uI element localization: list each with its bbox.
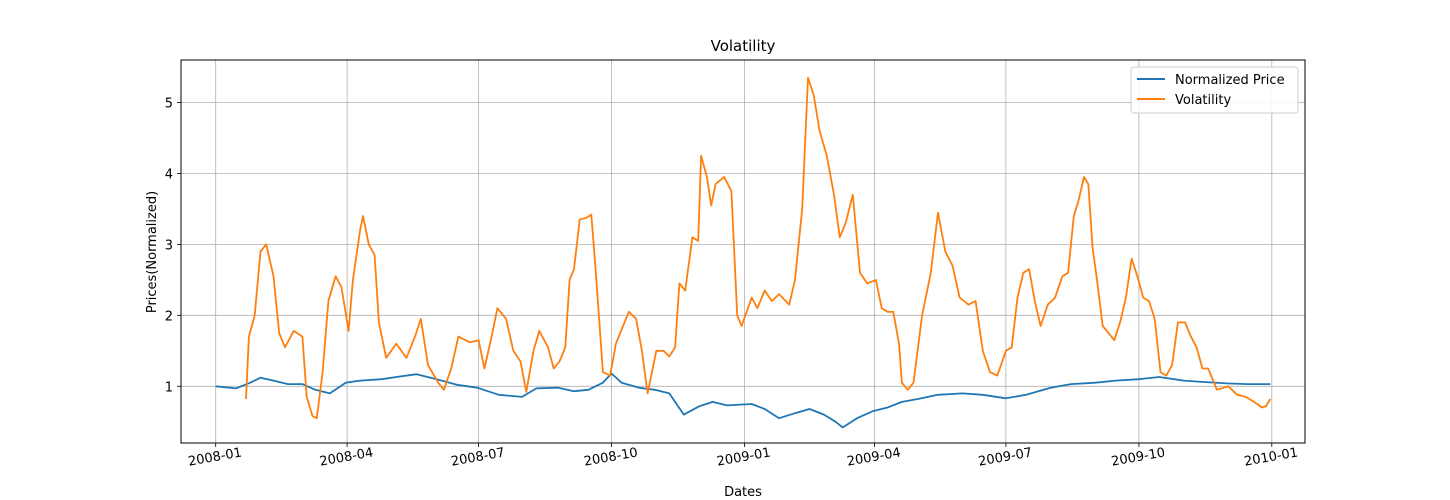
- plot-frame: [180, 59, 1306, 444]
- y-tick-label: 3: [165, 238, 173, 253]
- chart-title: Volatility: [711, 37, 776, 55]
- grid: [181, 60, 1305, 443]
- x-axis: 2008-01 2008-04 2008-07 2008-10 2009-01 2009-…: [187, 443, 1299, 470]
- series-layer: [215, 76, 1272, 429]
- y-tick-label: 5: [165, 97, 173, 112]
- y-tick-label: 4: [165, 168, 173, 183]
- legend: Normalized Price Volatility: [1130, 66, 1299, 114]
- series-line-volatility: [245, 76, 1272, 420]
- legend-label-normalized-price: Normalized Price: [1175, 73, 1285, 88]
- legend-box: [1130, 66, 1299, 114]
- y-tick-label: 1: [165, 380, 173, 395]
- legend-label-volatility: Volatility: [1175, 93, 1231, 108]
- x-axis-title: Dates: [724, 485, 762, 500]
- series-line-normalized-price: [215, 372, 1271, 429]
- y-axis-title: Prices(Normalized): [145, 191, 160, 313]
- y-axis: 1 2 3 4 5: [165, 97, 181, 395]
- y-tick-label: 2: [165, 309, 173, 324]
